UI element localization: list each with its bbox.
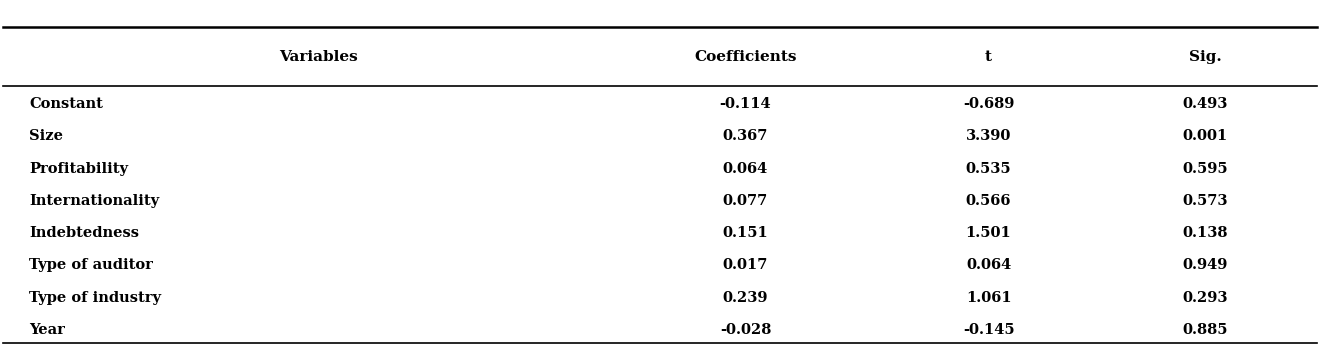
Text: -0.028: -0.028 bbox=[719, 323, 771, 337]
Text: Type of industry: Type of industry bbox=[29, 291, 161, 305]
Text: Size: Size bbox=[29, 129, 63, 143]
Text: Coefficients: Coefficients bbox=[694, 50, 797, 64]
Text: -0.114: -0.114 bbox=[719, 97, 771, 111]
Text: 0.064: 0.064 bbox=[723, 162, 768, 175]
Text: Sig.: Sig. bbox=[1189, 50, 1222, 64]
Text: 0.573: 0.573 bbox=[1183, 194, 1228, 208]
Text: t: t bbox=[985, 50, 993, 64]
Text: 0.293: 0.293 bbox=[1183, 291, 1228, 305]
Text: Constant: Constant bbox=[29, 97, 103, 111]
Text: 0.138: 0.138 bbox=[1183, 226, 1228, 240]
Text: 0.001: 0.001 bbox=[1183, 129, 1228, 143]
Text: Profitability: Profitability bbox=[29, 162, 128, 175]
Text: 0.017: 0.017 bbox=[723, 258, 768, 273]
Text: 0.595: 0.595 bbox=[1183, 162, 1229, 175]
Text: Variables: Variables bbox=[279, 50, 358, 64]
Text: 0.493: 0.493 bbox=[1183, 97, 1228, 111]
Text: 0.077: 0.077 bbox=[723, 194, 768, 208]
Text: Internationality: Internationality bbox=[29, 194, 160, 208]
Text: 0.064: 0.064 bbox=[966, 258, 1011, 273]
Text: 1.061: 1.061 bbox=[966, 291, 1011, 305]
Text: 1.501: 1.501 bbox=[966, 226, 1011, 240]
Text: Type of auditor: Type of auditor bbox=[29, 258, 153, 273]
Text: Year: Year bbox=[29, 323, 65, 337]
Text: 0.535: 0.535 bbox=[966, 162, 1011, 175]
Text: -0.145: -0.145 bbox=[962, 323, 1015, 337]
Text: 0.885: 0.885 bbox=[1183, 323, 1228, 337]
Text: -0.689: -0.689 bbox=[962, 97, 1014, 111]
Text: 0.367: 0.367 bbox=[723, 129, 768, 143]
Text: 0.239: 0.239 bbox=[722, 291, 768, 305]
Text: 3.390: 3.390 bbox=[966, 129, 1011, 143]
Text: 0.566: 0.566 bbox=[966, 194, 1011, 208]
Text: Indebtedness: Indebtedness bbox=[29, 226, 139, 240]
Text: 0.151: 0.151 bbox=[722, 226, 768, 240]
Text: 0.949: 0.949 bbox=[1183, 258, 1228, 273]
